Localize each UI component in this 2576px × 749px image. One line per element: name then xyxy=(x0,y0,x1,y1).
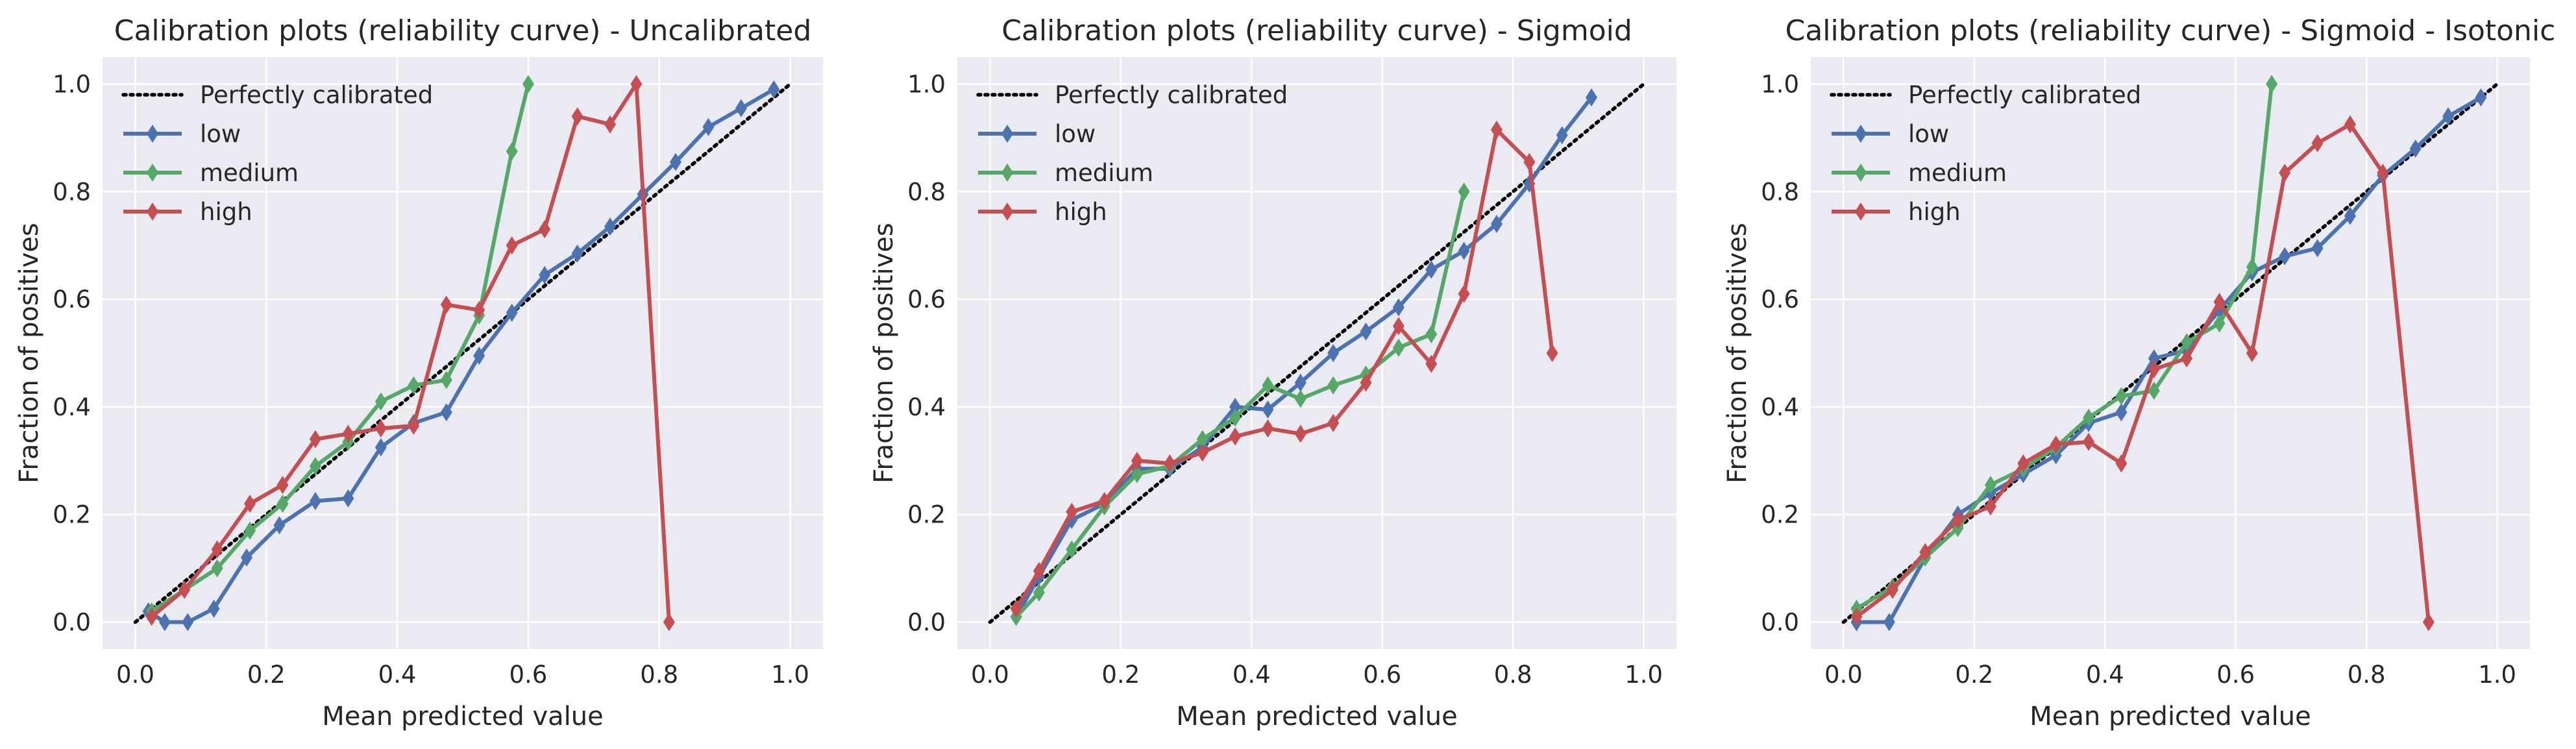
y-tick-label: 1.0 xyxy=(53,70,91,98)
x-tick-label: 0.0 xyxy=(971,661,1009,689)
chart-panel-1: 0.0 0.2 0.4 0.6 0.8 1.0 0.0 0.2 0.4 0.6 0.8 1.0 Cali… xyxy=(14,14,823,731)
y-tick-label: 0.2 xyxy=(53,501,91,529)
legend-item-perfectly-calibrated: Perfectly calibrated xyxy=(1830,81,2141,109)
y-tick-label: 0.8 xyxy=(907,178,946,206)
y-tick-label: 0.8 xyxy=(53,178,91,206)
y-axis-label: Fraction of positives xyxy=(1723,223,1752,483)
x-tick-label: 0.0 xyxy=(116,661,154,689)
x-tick-label: 0.8 xyxy=(2348,661,2386,689)
legend-label: high xyxy=(200,198,252,226)
legend-item-medium: medium xyxy=(1832,159,2007,187)
y-tick-label: 0.6 xyxy=(53,286,91,313)
x-tick-label: 0.4 xyxy=(1233,661,1271,689)
chart-title: Calibration plots (reliability curve) - … xyxy=(114,14,812,47)
y-tick-label: 1.0 xyxy=(1761,70,1799,98)
legend-label: medium xyxy=(1055,159,1153,187)
y-axis-label: Fraction of positives xyxy=(869,223,899,483)
y-tick-label: 1.0 xyxy=(907,70,946,98)
series-high xyxy=(1010,120,1558,618)
legend-label: medium xyxy=(200,159,299,187)
legend-label: low xyxy=(200,120,241,148)
y-axis-label: Fraction of positives xyxy=(14,223,44,483)
chart-title: Calibration plots (reliability curve) - … xyxy=(1785,14,2556,47)
legend-item-high: high xyxy=(123,198,252,226)
chart-panel-3: 0.0 0.2 0.4 0.6 0.8 1.0 0.0 0.2 0.4 0.6 0.8 1.0 Cali… xyxy=(1723,14,2555,731)
legend-label: Perfectly calibrated xyxy=(1908,81,2141,109)
legend-item-medium: medium xyxy=(978,159,1153,187)
legend-item-perfectly-calibrated: Perfectly calibrated xyxy=(976,81,1288,109)
x-axis-label: Mean predicted value xyxy=(2030,702,2311,731)
y-tick-label: 0.4 xyxy=(53,393,91,421)
legend-item-low: low xyxy=(123,120,241,148)
x-tick-label: 0.6 xyxy=(509,661,547,689)
legend-item-medium: medium xyxy=(123,159,299,187)
y-tick-label: 0.4 xyxy=(1761,393,1799,421)
x-tick-label: 0.8 xyxy=(1494,661,1532,689)
y-tick-label: 0.6 xyxy=(1761,286,1799,313)
legend-label: Perfectly calibrated xyxy=(1055,81,1288,109)
legend-item-high: high xyxy=(978,198,1107,226)
x-tick-label: 1.0 xyxy=(2478,661,2516,689)
y-tick-label: 0.2 xyxy=(907,501,946,529)
x-axis-label: Mean predicted value xyxy=(1176,702,1457,731)
chart-panel-2: 0.0 0.2 0.4 0.6 0.8 1.0 0.0 0.2 0.4 0.6 0.8 1.0 Cali… xyxy=(869,14,1676,731)
legend-label: high xyxy=(1055,198,1107,226)
y-tick-label: 0.4 xyxy=(907,393,946,421)
y-tick-label: 0.0 xyxy=(53,609,91,637)
legend-label: high xyxy=(1908,198,1961,226)
x-axis-label: Mean predicted value xyxy=(322,702,603,731)
series-line xyxy=(1854,95,2483,624)
legend-item-high: high xyxy=(1832,198,1961,226)
x-tick-label: 0.4 xyxy=(2086,661,2124,689)
legend-label: medium xyxy=(1908,159,2007,187)
y-tick-label: 0.2 xyxy=(1761,501,1799,529)
series-line xyxy=(1014,127,1554,611)
legend: Perfectly calibrated low medium high xyxy=(121,81,433,226)
legend: Perfectly calibrated low medium high xyxy=(976,81,1288,226)
series-high xyxy=(1850,115,2435,632)
legend-item-low: low xyxy=(978,120,1096,148)
x-tick-label: 0.4 xyxy=(378,661,417,689)
x-tick-label: 0.6 xyxy=(1363,661,1401,689)
x-tick-label: 1.0 xyxy=(771,661,809,689)
x-tick-label: 0.2 xyxy=(1101,661,1140,689)
x-tick-label: 0.2 xyxy=(247,661,286,689)
legend: Perfectly calibrated low medium high xyxy=(1830,81,2141,226)
y-tick-label: 0.8 xyxy=(1761,178,1799,206)
y-tick-label: 0.0 xyxy=(907,609,946,637)
chart-title: Calibration plots (reliability curve) - … xyxy=(1001,14,1632,47)
legend-label: low xyxy=(1055,120,1096,148)
series-low xyxy=(142,80,780,632)
x-tick-label: 0.8 xyxy=(640,661,678,689)
series-line xyxy=(1854,122,2431,624)
x-tick-label: 0.2 xyxy=(1955,661,1993,689)
series-high xyxy=(145,75,675,632)
x-tick-label: 1.0 xyxy=(1625,661,1663,689)
y-tick-label: 0.6 xyxy=(907,286,946,313)
y-tick-label: 0.0 xyxy=(1761,609,1799,637)
legend-label: Perfectly calibrated xyxy=(200,81,433,109)
legend-label: low xyxy=(1908,120,1949,148)
x-tick-label: 0.6 xyxy=(2216,661,2255,689)
x-tick-label: 0.0 xyxy=(1824,661,1863,689)
series-medium xyxy=(1010,182,1470,626)
legend-item-low: low xyxy=(1832,120,1949,148)
legend-item-perfectly-calibrated: Perfectly calibrated xyxy=(121,81,433,109)
series-low xyxy=(1850,88,2487,632)
perfectly-calibrated-line xyxy=(133,82,792,624)
